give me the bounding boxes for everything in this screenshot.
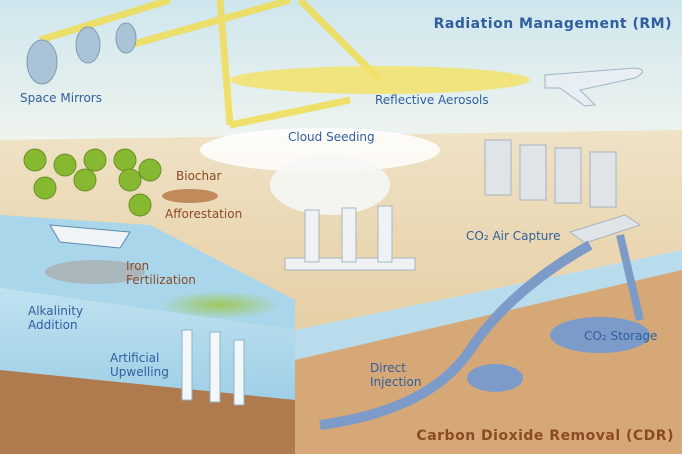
label: Upwelling <box>110 365 169 379</box>
label: Fertilization <box>126 273 196 287</box>
label: Iron <box>126 259 149 273</box>
label: CO₂ Storage <box>584 329 657 343</box>
label: Artificial <box>110 351 159 365</box>
cdr-title: Carbon Dioxide Removal (CDR) <box>416 428 674 444</box>
label: Injection <box>370 375 421 389</box>
scene <box>0 0 682 454</box>
label: Afforestation <box>165 207 242 221</box>
label: Space Mirrors <box>20 91 102 105</box>
label: Alkalinity <box>28 304 83 318</box>
label: Reflective Aerosols <box>375 93 489 107</box>
label: CO₂ Air Capture <box>466 229 560 243</box>
label: Cloud Seeding <box>288 130 375 144</box>
label: Direct <box>370 361 406 375</box>
diagram: Radiation Management (RM) Carbon Dioxide… <box>0 0 682 454</box>
label: Biochar <box>176 169 221 183</box>
rm-title: Radiation Management (RM) <box>434 16 672 32</box>
label: Addition <box>28 318 78 332</box>
